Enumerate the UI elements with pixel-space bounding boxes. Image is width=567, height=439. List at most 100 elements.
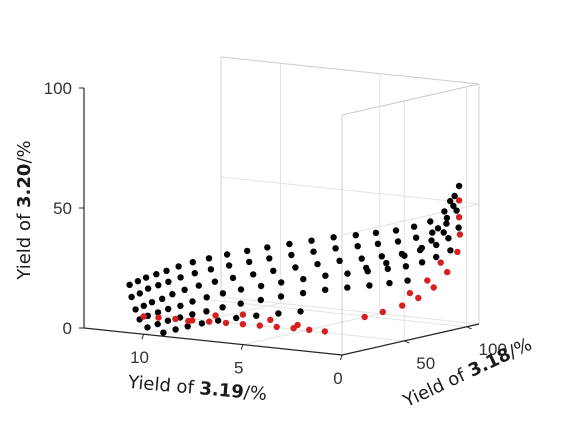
x-axis-label: Yield of 3.19/% xyxy=(126,372,268,405)
scatter-point xyxy=(406,289,414,297)
scatter-point xyxy=(189,259,196,266)
scatter-point xyxy=(275,310,282,317)
z-tick-label: 50 xyxy=(53,199,72,218)
y-axis-line xyxy=(341,323,480,356)
scatter-point xyxy=(286,240,293,248)
z-axis-label: Yield of 3.20/% xyxy=(14,140,35,280)
scatter-point xyxy=(273,323,280,331)
scatter-point xyxy=(257,296,264,304)
scatter-point xyxy=(206,318,213,325)
y-tick-label: 100 xyxy=(479,340,507,359)
scatter-point xyxy=(189,311,196,318)
data-points xyxy=(126,182,464,336)
scatter-point xyxy=(225,262,233,269)
scatter-point xyxy=(159,295,166,302)
series-1 xyxy=(140,197,464,335)
scatter-point xyxy=(424,277,431,284)
scatter-point xyxy=(433,241,440,249)
scatter-point xyxy=(344,284,351,291)
scatter-point xyxy=(177,274,184,281)
scatter-point xyxy=(332,245,339,252)
scatter-point xyxy=(447,247,454,254)
scatter-point xyxy=(447,197,454,205)
scatter-point xyxy=(321,328,329,335)
scatter-point xyxy=(185,317,192,325)
scatter-point xyxy=(169,291,176,298)
scatter-point xyxy=(239,311,247,318)
scatter-point xyxy=(415,294,422,302)
scatter-point xyxy=(450,202,457,210)
scatter-point xyxy=(430,284,437,291)
scatter-point xyxy=(191,270,198,277)
y-tick-mark xyxy=(404,340,410,344)
scatter-point xyxy=(172,326,179,333)
scatter-point xyxy=(198,320,206,327)
scatter-point xyxy=(441,208,448,215)
scatter-point xyxy=(154,309,162,316)
scatter-point xyxy=(455,224,462,231)
grid-line xyxy=(220,296,480,325)
scatter-point xyxy=(153,271,160,278)
scatter-point xyxy=(429,229,436,236)
z-tick-label: 100 xyxy=(44,79,72,98)
z-tick-label: 0 xyxy=(63,319,72,338)
box-edge xyxy=(341,83,480,116)
scatter-point xyxy=(237,286,245,293)
scatter-point xyxy=(237,300,244,307)
scatter-point xyxy=(361,313,368,321)
scatter-point xyxy=(314,260,321,268)
scatter-point xyxy=(144,324,151,331)
scatter-point xyxy=(144,285,152,292)
scatter-point xyxy=(440,229,447,236)
grid-line xyxy=(143,302,281,335)
scatter-point xyxy=(453,207,460,214)
x-tick-mark xyxy=(240,344,244,350)
scatter-point xyxy=(437,259,444,266)
x-tick-mark xyxy=(340,354,343,361)
scatter-point xyxy=(310,248,317,255)
scatter-point xyxy=(164,317,172,324)
scatter-point xyxy=(163,267,170,274)
scatter-point xyxy=(203,308,210,315)
scatter-point xyxy=(267,316,274,323)
scatter-point xyxy=(352,232,359,239)
scatter-point xyxy=(244,247,251,255)
x-tick-label: 10 xyxy=(130,348,149,367)
scatter-point xyxy=(155,282,162,289)
scatter-point xyxy=(203,294,210,301)
scatter-point xyxy=(184,323,191,330)
scatter-point xyxy=(392,227,400,234)
y-tick-label: 50 xyxy=(416,354,435,373)
scatter-point xyxy=(454,248,461,256)
scatter-point xyxy=(239,321,247,328)
grid-line xyxy=(208,299,467,328)
scatter-point xyxy=(418,259,426,266)
scatter-point xyxy=(195,282,202,289)
x-axis-line xyxy=(83,327,343,356)
scatter-point xyxy=(363,264,370,272)
scatter-point xyxy=(401,252,408,259)
scatter-point xyxy=(428,237,435,244)
scatter-point xyxy=(455,214,463,221)
scatter-point xyxy=(330,234,337,241)
scatter-point xyxy=(177,302,184,309)
scatter-point xyxy=(288,251,295,259)
scatter-point xyxy=(128,293,135,301)
scatter-point xyxy=(140,313,147,320)
scatter-point xyxy=(412,234,420,241)
scatter-point xyxy=(219,304,226,311)
scatter-point xyxy=(229,274,237,282)
scatter-point xyxy=(418,244,425,252)
scatter-point xyxy=(300,275,307,283)
scatter-point xyxy=(140,302,147,309)
scatter-point xyxy=(181,286,188,293)
scatter-point xyxy=(372,229,380,236)
scatter-point xyxy=(443,220,450,227)
scatter-point xyxy=(358,255,365,262)
scatter-point xyxy=(257,282,265,290)
scatter-point xyxy=(205,255,213,262)
scatter-point xyxy=(379,308,386,316)
scatter-point xyxy=(246,258,253,266)
scatter-point xyxy=(155,314,162,321)
scatter-point xyxy=(148,299,156,306)
